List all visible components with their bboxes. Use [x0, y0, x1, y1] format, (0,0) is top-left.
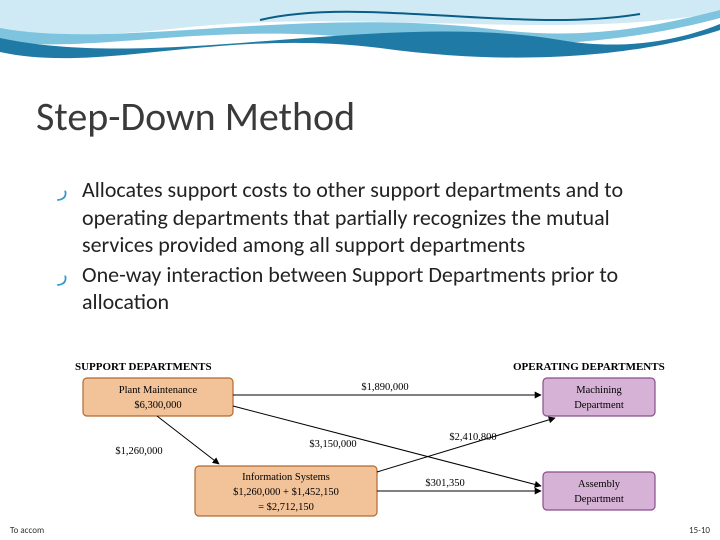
header-swoosh-svg [0, 0, 720, 75]
arrow-pm-infosys [157, 416, 219, 464]
slide: Step-Down Method ر Allocates support cos… [0, 0, 720, 540]
flow-is-machining: $2,410,800 [449, 432, 496, 443]
body-text: ر Allocates support costs to other suppo… [58, 176, 668, 318]
slide-title: Step-Down Method [36, 92, 355, 141]
header-swoosh [0, 0, 720, 75]
heading-operating: OPERATING DEPARTMENTS [513, 361, 665, 373]
bullet-item: ر Allocates support costs to other suppo… [58, 176, 668, 259]
box-assembly-sublabel: Department [574, 494, 624, 505]
diagram-svg: SUPPORT DEPARTMENTS OPERATING DEPARTMENT… [75, 360, 695, 525]
box-machining-label: Machining [576, 385, 622, 396]
heading-support: SUPPORT DEPARTMENTS [75, 361, 212, 373]
flow-is-assembly: $301,350 [425, 478, 464, 489]
box-plant-maintenance-label: Plant Maintenance [119, 385, 198, 396]
allocation-diagram: SUPPORT DEPARTMENTS OPERATING DEPARTMENT… [75, 360, 695, 525]
box-assembly-label: Assembly [578, 479, 621, 490]
bullet-text: One-way interaction between Support Depa… [82, 261, 618, 316]
footer: To accom 15-10 [10, 525, 710, 536]
box-info-systems-amount2: = $2,712,150 [258, 502, 314, 513]
flow-pm-infosys: $1,260,000 [115, 446, 162, 457]
footer-right: 15-10 [689, 525, 710, 536]
bullet-icon: ر [58, 178, 68, 203]
bullet-icon: ر [58, 263, 68, 288]
footer-left: To accom [10, 525, 44, 536]
box-info-systems-amount1: $1,260,000 + $1,452,150 [233, 487, 339, 498]
bullet-text: Allocates support costs to other support… [82, 176, 623, 258]
flow-pm-machining: $1,890,000 [361, 382, 408, 393]
flow-pm-assembly: $3,150,000 [309, 439, 356, 450]
bullet-item: ر One-way interaction between Support De… [58, 261, 668, 316]
arrow-is-machining [377, 418, 555, 472]
box-info-systems-label: Information Systems [242, 472, 330, 483]
box-machining-sublabel: Department [574, 400, 624, 411]
box-plant-maintenance-amount: $6,300,000 [134, 400, 181, 411]
